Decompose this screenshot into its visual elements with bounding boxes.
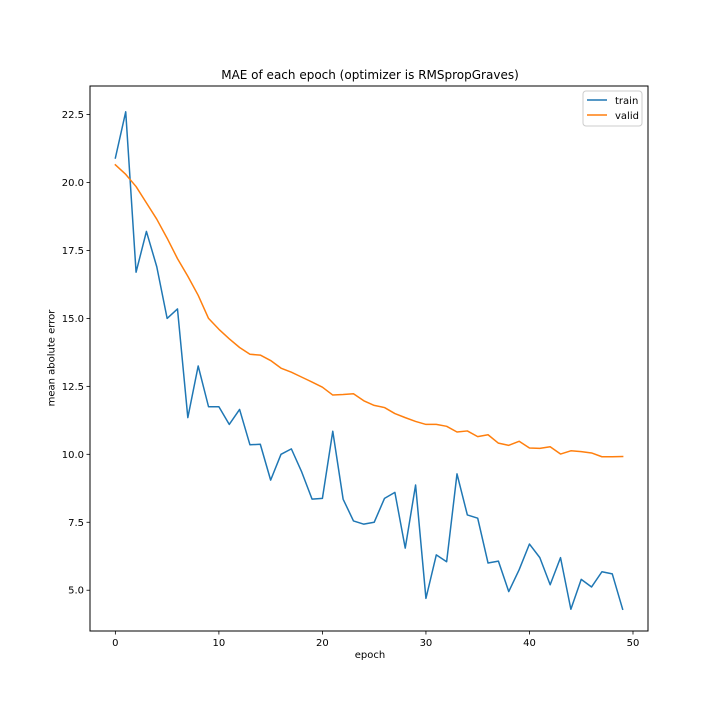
series-layer (114, 111, 624, 611)
y-tick-label: 7.5 (68, 518, 84, 529)
axes-frame (89, 85, 649, 632)
y-axis-label: mean abolute error (46, 309, 58, 407)
x-tick-label: 50 (627, 638, 640, 649)
x-tick-label: 20 (316, 638, 329, 649)
x-tick-label: 40 (523, 638, 536, 649)
y-tick-label: 20.0 (62, 178, 84, 189)
series-line-train (114, 111, 624, 611)
legend-label-valid: valid (615, 111, 639, 122)
chart-title: MAE of each epoch (optimizer is RMSpropG… (221, 68, 519, 82)
x-tick-label: 30 (420, 638, 433, 649)
y-tick-label: 5.0 (68, 586, 84, 597)
y-tick-label: 15.0 (62, 314, 84, 325)
y-axis: 5.0 7.5 10.0 12.5 15.0 17.5 20.0 22.5 (62, 110, 90, 597)
x-axis-label: epoch (354, 650, 386, 661)
legend-label-train: train (615, 96, 638, 107)
y-tick-label: 22.5 (62, 110, 84, 121)
y-tick-label: 17.5 (62, 246, 84, 257)
y-tick-label: 10.0 (62, 450, 84, 461)
series-line-valid (114, 163, 624, 458)
x-tick-label: 0 (112, 638, 118, 649)
x-axis: 0 10 20 30 40 50 (112, 631, 639, 649)
x-tick-label: 10 (213, 638, 226, 649)
legend: train valid (582, 90, 643, 127)
y-tick-label: 12.5 (62, 382, 84, 393)
